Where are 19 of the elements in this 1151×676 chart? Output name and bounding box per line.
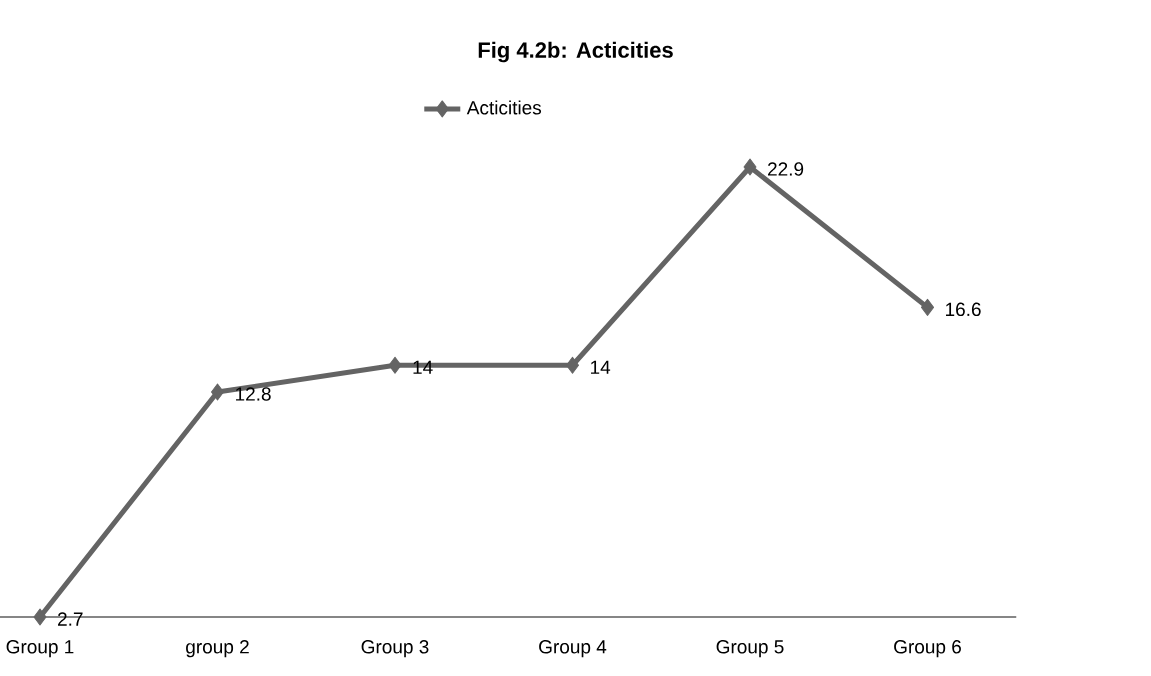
- point: [743, 158, 757, 176]
- x-tick-label: Group 5: [716, 640, 784, 658]
- data-label: 12.8: [236, 387, 271, 401]
- data-label: 14: [591, 360, 611, 374]
- x-tick-label: Group 6: [894, 640, 961, 658]
- point: [33, 608, 47, 626]
- point: [566, 356, 579, 374]
- data-label: 16.6: [946, 302, 981, 317]
- x-tick-label: Group 4: [539, 640, 607, 658]
- point: [921, 298, 935, 316]
- data-label: 22.9: [768, 162, 804, 176]
- x-tick-label: group 2: [186, 640, 249, 658]
- point: [211, 383, 224, 401]
- chart-title: Fig 4.2b: Acticities: [478, 41, 673, 63]
- legend-label: Acticities: [466, 100, 542, 115]
- x-tick-label: Group 3: [361, 640, 429, 658]
- point: [388, 356, 402, 374]
- x-tick-label: Group 1: [6, 640, 74, 658]
- data-label: 2.7: [58, 612, 83, 626]
